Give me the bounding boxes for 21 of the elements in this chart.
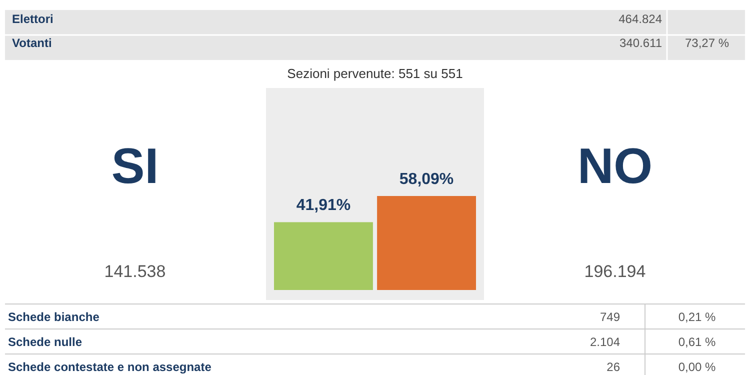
text: Schede nulle — [8, 335, 82, 349]
text: 2.104 — [590, 335, 620, 349]
text: 464.824 — [618, 12, 662, 26]
annotation: 141.538 — [104, 262, 166, 281]
x-tick-label: NO — [578, 138, 652, 194]
chart-title: Sezioni pervenute: 551 su 551 — [287, 66, 463, 81]
annotation: 196.194 — [584, 262, 646, 281]
text: 73,27 % — [684, 36, 730, 50]
data-label: 41,91% — [296, 197, 351, 214]
text: 0,00 % — [678, 360, 716, 374]
text: Elettori — [12, 12, 54, 26]
text: 340.611 — [620, 36, 662, 50]
x-tick-label: SI — [111, 138, 159, 194]
data-label: 58,09% — [399, 171, 454, 188]
text: 749 — [600, 310, 620, 324]
text: 0,61 % — [678, 335, 716, 349]
text: 26 — [606, 360, 620, 374]
text: 0,21 % — [678, 310, 716, 324]
text: Votanti — [12, 36, 52, 50]
text: Schede contestate e non assegnate — [8, 360, 212, 374]
text: Schede bianche — [8, 310, 100, 324]
